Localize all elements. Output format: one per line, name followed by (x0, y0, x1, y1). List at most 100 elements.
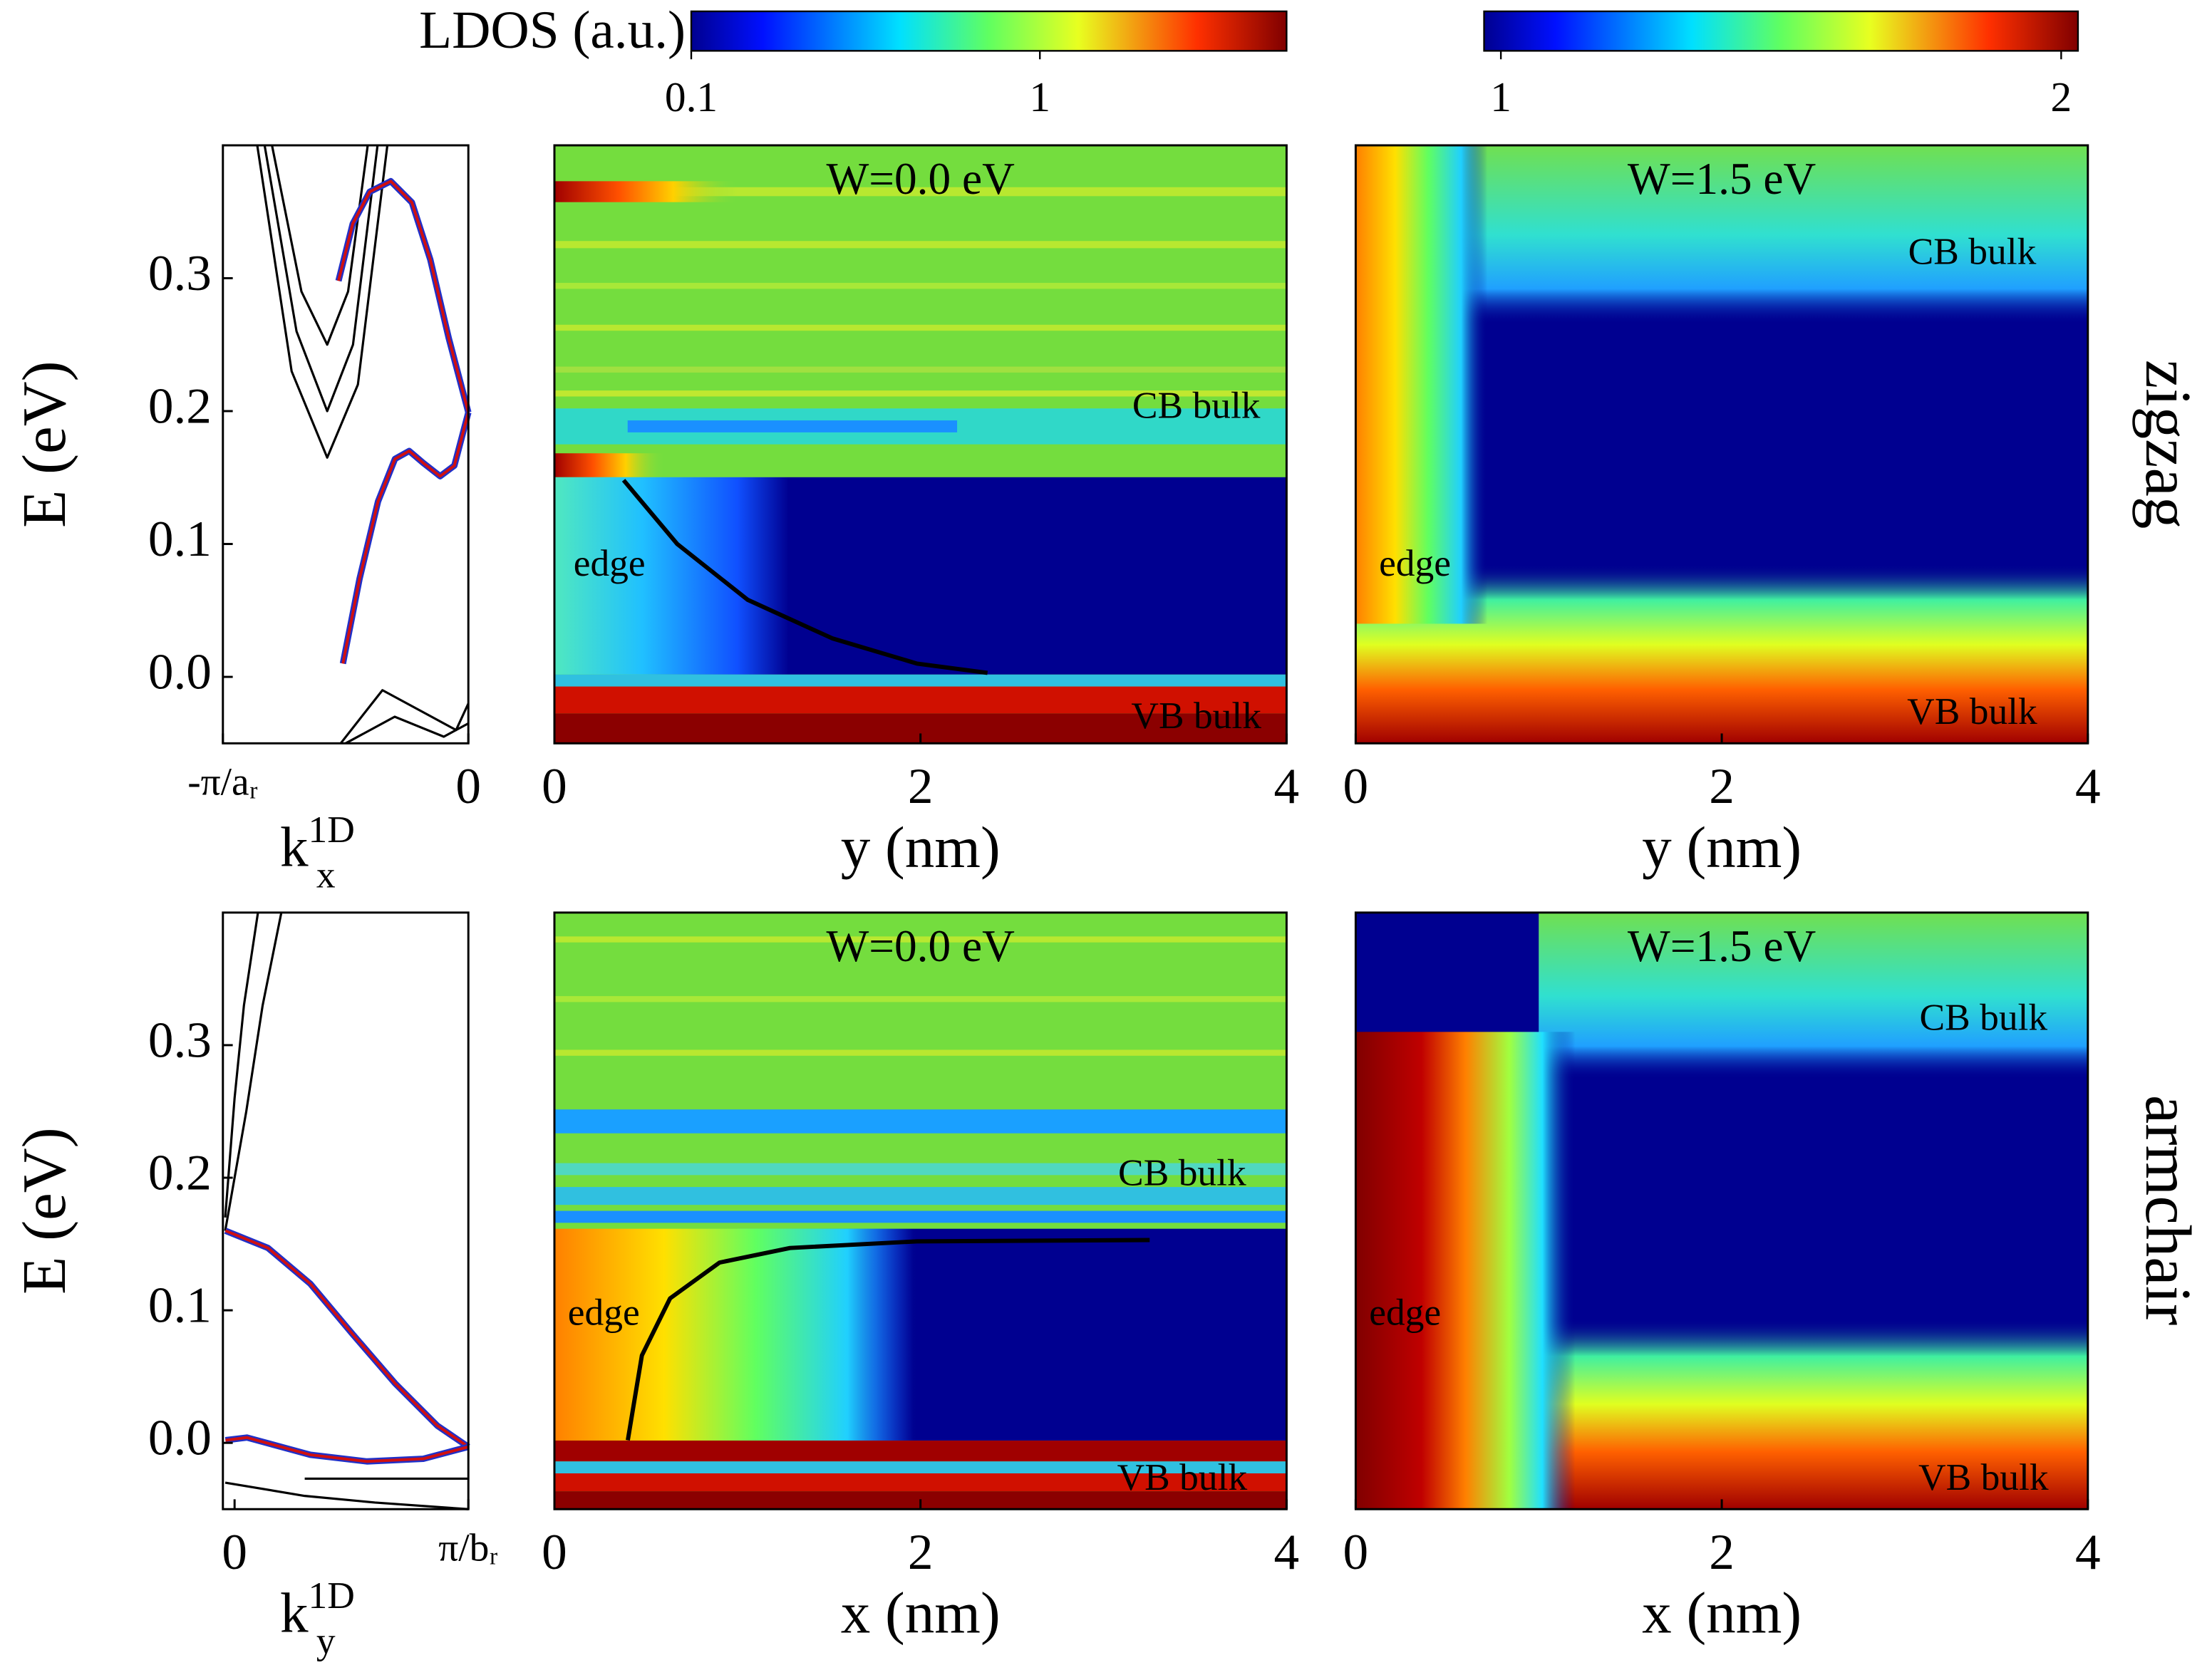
x-tick-label: 0 (542, 758, 567, 814)
heatmap-fill (554, 936, 1287, 943)
colorbar-tick-label: 1 (1490, 73, 1511, 120)
heatmap-fill (554, 1210, 1287, 1223)
annotation: CB bulk (1132, 383, 1261, 426)
band-curve-edge (224, 1228, 470, 1450)
row-label: zigzag (2132, 360, 2204, 529)
heatmap-fill (554, 686, 1287, 714)
band-curve (263, 145, 379, 413)
heatmap-fill (554, 1461, 1287, 1474)
annotation: edge (1379, 541, 1451, 584)
plot-frame (222, 144, 470, 745)
annotation: VB bulk (1117, 1456, 1248, 1498)
y-tick-label: 0.0 (148, 643, 212, 700)
x-tick-label: 4 (2075, 758, 2101, 814)
heatmap-fill (554, 324, 1287, 331)
band-curve (341, 412, 470, 664)
annotation: CB bulk (1919, 996, 2047, 1039)
panel-title: W=0.0 eV (827, 921, 1015, 971)
x-axis-label-sup: 1D (309, 808, 355, 851)
x-axis-label: k1D y (280, 1574, 355, 1661)
y-tick-label: 0.1 (148, 511, 212, 567)
heatmap-fill (554, 283, 1287, 289)
band-curve-edge (339, 411, 472, 665)
x-axis-label-base: k (280, 1582, 309, 1645)
band-curve (225, 1436, 469, 1463)
annotation: CB bulk (1908, 230, 2037, 273)
panel-title: W=0.0 eV (827, 154, 1015, 204)
heatmap-fill (554, 241, 1287, 249)
x-tick-label: π/bᵣ (438, 1525, 498, 1569)
heatmap-fill (554, 1049, 1287, 1056)
x-axis-label: x (nm) (841, 1580, 1001, 1646)
colorbar (690, 10, 1288, 52)
heatmap-fill (554, 1228, 921, 1441)
colorbar (1483, 10, 2079, 52)
annotation: VB bulk (1907, 690, 2037, 732)
y-axis-label: E (eV) (9, 361, 78, 528)
heatmap-fill (554, 366, 1287, 373)
panel-title: W=1.5 eV (1628, 154, 1816, 204)
heatmap-fill (554, 181, 738, 202)
x-tick-label: 2 (1709, 1524, 1735, 1580)
colorbar-tick-label: 1 (1029, 73, 1050, 120)
x-tick-label: 2 (908, 758, 934, 814)
x-tick-label: 0 (1343, 758, 1369, 814)
heatmap-fill (627, 420, 958, 432)
row-label: armchair (2132, 1095, 2204, 1326)
y-axis-label: E (eV) (9, 1127, 78, 1295)
y-tick-label: 0.2 (148, 1144, 212, 1200)
heatmap-fill (1355, 145, 1488, 624)
annotation: VB bulk (1131, 694, 1261, 737)
heatmap-fill (554, 477, 1287, 675)
x-tick-label: -π/aᵣ (187, 759, 258, 803)
x-tick-label: 2 (1709, 758, 1735, 814)
heatmap-fill (554, 1163, 1287, 1176)
heatmap-fill (554, 1187, 1287, 1205)
band-curve (224, 912, 259, 1218)
colorbar-tick-label: 2 (2051, 73, 2072, 120)
annotation: edge (568, 1290, 640, 1333)
x-axis-label: k1D x (280, 808, 355, 896)
heatmap-fill (554, 1473, 1287, 1492)
heatmap-fill (554, 674, 1287, 687)
x-tick-label: 4 (2075, 1524, 2101, 1580)
x-axis-label-sup: 1D (309, 1574, 355, 1617)
band-curve (256, 145, 389, 459)
y-tick-label: 0.3 (148, 1012, 212, 1068)
x-axis-label: y (nm) (1642, 814, 1802, 880)
x-axis-label: x (nm) (1642, 1580, 1802, 1646)
colorbar-label: LDOS (a.u.) (419, 1, 686, 60)
y-tick-label: 0.2 (148, 378, 212, 434)
annotation: CB bulk (1118, 1151, 1246, 1193)
heatmap-fill (1539, 912, 2088, 1080)
heatmap-fill (554, 1440, 1287, 1462)
plot-frame (222, 911, 470, 1510)
heatmap-fill (1355, 1032, 1576, 1510)
x-axis-label-sub: y (316, 1619, 336, 1662)
fit-curve (621, 479, 988, 675)
heatmap-fill (554, 996, 1287, 1002)
y-tick-label: 0.1 (148, 1277, 212, 1333)
x-tick-label: 4 (1274, 1524, 1300, 1580)
x-tick-label: 2 (908, 1524, 934, 1580)
band-curve (345, 715, 469, 745)
band-curve (339, 689, 470, 745)
x-tick-label: 4 (1274, 758, 1300, 814)
band-curve (224, 1229, 470, 1448)
band-curve (224, 1481, 469, 1510)
fit-curve (626, 1238, 1150, 1441)
y-tick-label: 0.3 (148, 245, 212, 301)
x-axis-label-sub: x (316, 854, 336, 896)
x-axis-label: y (nm) (841, 814, 1001, 880)
x-tick-label: 0 (1343, 1524, 1369, 1580)
colorbar-tick-label: 0.1 (665, 73, 718, 120)
x-tick-label: 0 (222, 1524, 247, 1580)
band-curve (271, 145, 369, 346)
annotation: edge (574, 541, 646, 584)
x-axis-label-base: k (280, 816, 309, 879)
heatmap-fill (554, 1109, 1287, 1134)
annotation: VB bulk (1918, 1456, 2049, 1498)
band-curve (337, 180, 470, 413)
